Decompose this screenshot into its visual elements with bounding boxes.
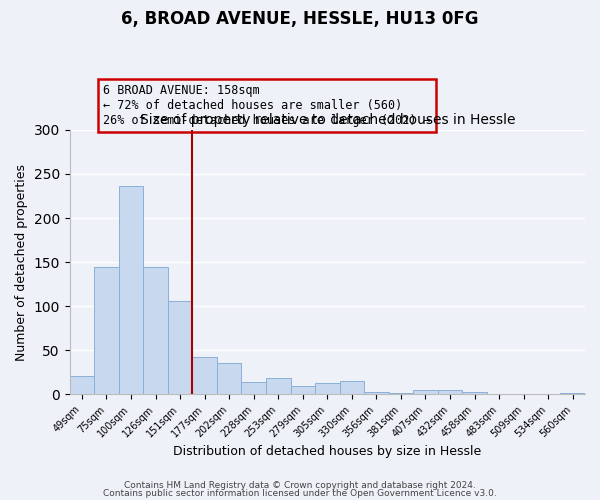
Bar [143, 268, 168, 394]
Bar [560, 392, 585, 394]
Bar [290, 386, 315, 394]
Bar [193, 358, 217, 395]
Bar [413, 390, 438, 394]
Bar [315, 383, 340, 394]
Bar [217, 364, 241, 394]
Bar [94, 268, 119, 394]
Title: Size of property relative to detached houses in Hessle: Size of property relative to detached ho… [140, 114, 515, 128]
Y-axis label: Number of detached properties: Number of detached properties [15, 164, 28, 360]
Bar [241, 382, 266, 394]
Bar [70, 376, 94, 394]
Bar [168, 301, 193, 394]
Bar [266, 378, 290, 394]
Text: 6, BROAD AVENUE, HESSLE, HU13 0FG: 6, BROAD AVENUE, HESSLE, HU13 0FG [121, 10, 479, 28]
Text: 6 BROAD AVENUE: 158sqm
← 72% of detached houses are smaller (560)
26% of semi-de: 6 BROAD AVENUE: 158sqm ← 72% of detached… [103, 84, 431, 127]
X-axis label: Distribution of detached houses by size in Hessle: Distribution of detached houses by size … [173, 444, 481, 458]
Bar [119, 186, 143, 394]
Bar [389, 392, 413, 394]
Text: Contains HM Land Registry data © Crown copyright and database right 2024.: Contains HM Land Registry data © Crown c… [124, 481, 476, 490]
Bar [364, 392, 389, 394]
Bar [438, 390, 462, 394]
Text: Contains public sector information licensed under the Open Government Licence v3: Contains public sector information licen… [103, 488, 497, 498]
Bar [462, 392, 487, 394]
Bar [340, 381, 364, 394]
